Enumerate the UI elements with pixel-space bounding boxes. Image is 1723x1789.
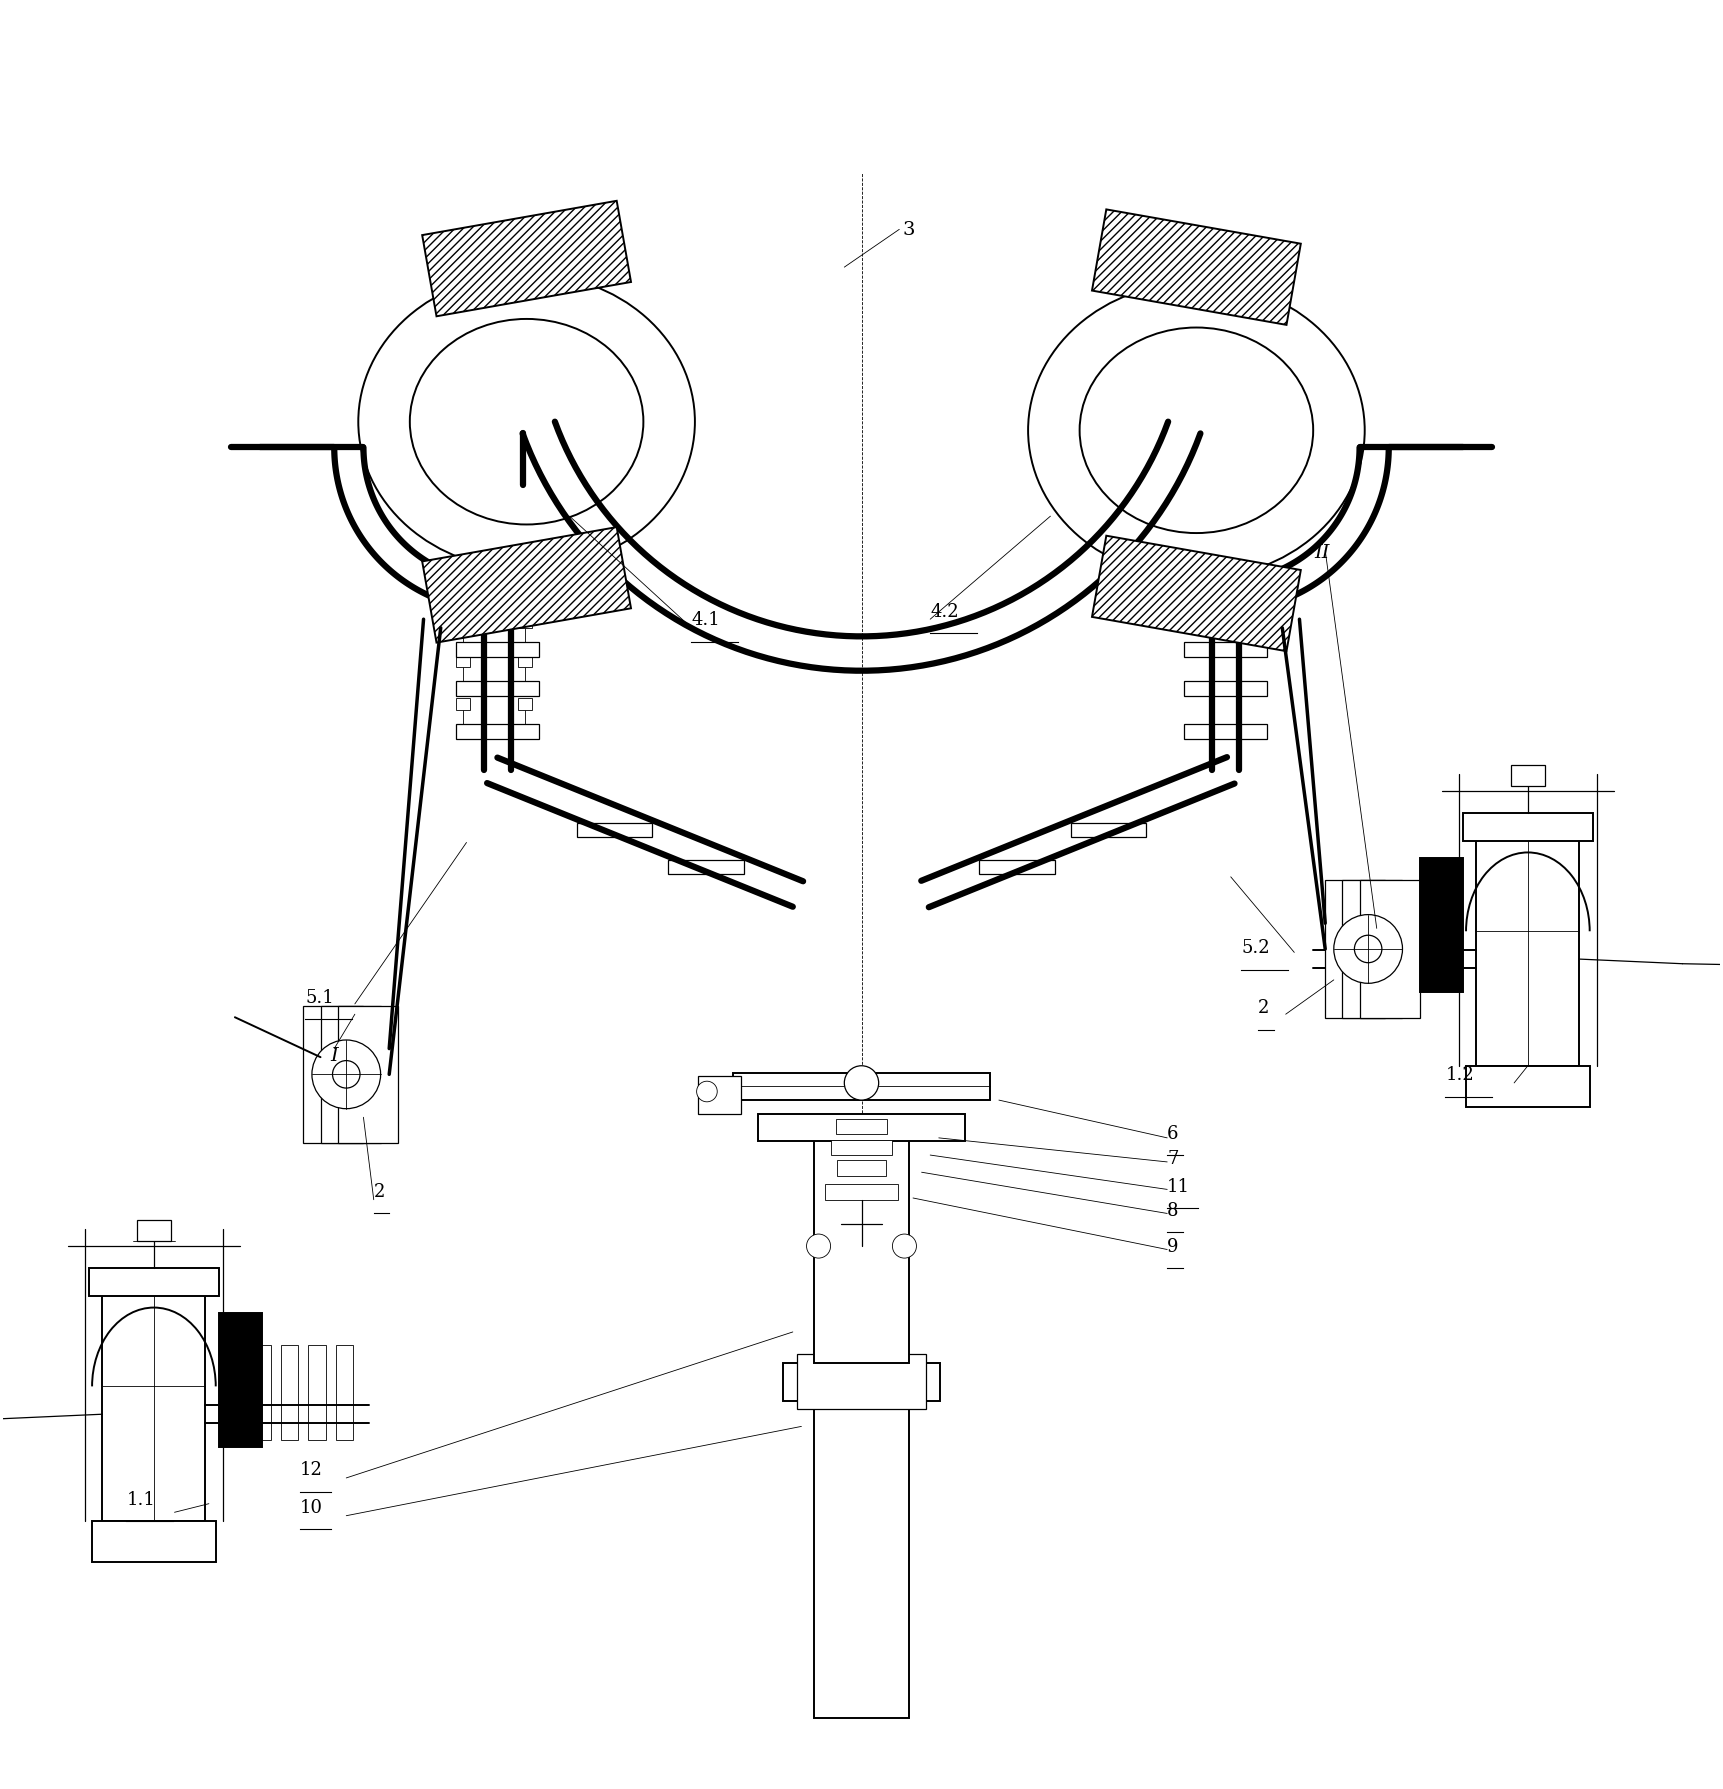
Bar bbox=[669, 861, 744, 875]
Bar bbox=[457, 682, 539, 698]
Text: 11: 11 bbox=[1166, 1177, 1191, 1195]
Bar bbox=[815, 1392, 908, 1719]
Polygon shape bbox=[422, 202, 631, 317]
Text: 5.1: 5.1 bbox=[305, 989, 334, 1007]
Bar bbox=[338, 1005, 398, 1143]
Text: 1.2: 1.2 bbox=[1446, 1066, 1475, 1084]
Bar bbox=[457, 617, 470, 628]
Bar bbox=[457, 657, 470, 667]
Polygon shape bbox=[1092, 211, 1301, 326]
Bar bbox=[1184, 682, 1266, 698]
Ellipse shape bbox=[1029, 283, 1365, 580]
Text: 7: 7 bbox=[1166, 1150, 1179, 1168]
Bar bbox=[457, 725, 539, 741]
Circle shape bbox=[696, 1082, 717, 1102]
Bar bbox=[836, 1120, 887, 1134]
Bar bbox=[1325, 880, 1385, 1018]
Bar bbox=[336, 1345, 353, 1440]
Text: 9: 9 bbox=[1166, 1238, 1179, 1256]
Circle shape bbox=[1334, 916, 1403, 984]
Bar bbox=[784, 1363, 939, 1401]
Bar bbox=[102, 1290, 205, 1521]
Circle shape bbox=[1354, 936, 1382, 962]
Bar bbox=[457, 699, 470, 710]
Ellipse shape bbox=[410, 320, 643, 526]
Bar bbox=[253, 1345, 271, 1440]
Polygon shape bbox=[422, 528, 631, 644]
Text: 10: 10 bbox=[300, 1499, 322, 1517]
Bar bbox=[798, 1354, 925, 1410]
Bar bbox=[837, 1161, 886, 1175]
Circle shape bbox=[312, 1041, 381, 1109]
Bar bbox=[303, 1005, 364, 1143]
Polygon shape bbox=[1092, 537, 1301, 651]
Bar bbox=[1439, 891, 1456, 986]
Text: 2: 2 bbox=[374, 1183, 386, 1200]
Bar bbox=[136, 1220, 171, 1242]
Circle shape bbox=[893, 1234, 917, 1258]
Bar bbox=[1511, 766, 1546, 787]
Text: 1.1: 1.1 bbox=[126, 1490, 155, 1508]
Bar bbox=[281, 1345, 298, 1440]
Text: 8: 8 bbox=[1166, 1202, 1179, 1220]
Bar bbox=[457, 642, 539, 658]
Bar bbox=[830, 1140, 893, 1156]
Bar bbox=[91, 1521, 215, 1562]
Circle shape bbox=[333, 1061, 360, 1088]
Bar bbox=[1411, 891, 1428, 986]
Bar bbox=[308, 1345, 326, 1440]
Circle shape bbox=[806, 1234, 830, 1258]
Text: 6: 6 bbox=[1166, 1123, 1179, 1141]
Text: 5.2: 5.2 bbox=[1241, 939, 1270, 957]
Text: I: I bbox=[331, 1047, 338, 1064]
Text: 2: 2 bbox=[1258, 998, 1270, 1016]
Text: 12: 12 bbox=[300, 1460, 322, 1478]
Bar bbox=[577, 823, 653, 837]
Text: 4.1: 4.1 bbox=[691, 610, 720, 630]
Bar bbox=[1463, 814, 1594, 841]
Bar bbox=[1477, 834, 1580, 1066]
Bar bbox=[519, 657, 532, 667]
Bar bbox=[1328, 891, 1346, 986]
Bar bbox=[732, 1073, 991, 1100]
Bar bbox=[758, 1115, 965, 1141]
Bar bbox=[1420, 859, 1463, 991]
Bar bbox=[519, 699, 532, 710]
Text: 3: 3 bbox=[903, 222, 915, 240]
Bar bbox=[1342, 880, 1403, 1018]
Ellipse shape bbox=[1080, 329, 1313, 533]
Bar bbox=[226, 1345, 243, 1440]
Bar bbox=[1466, 1066, 1590, 1107]
Bar bbox=[1184, 725, 1266, 741]
Circle shape bbox=[844, 1066, 879, 1100]
Bar bbox=[1070, 823, 1146, 837]
Bar bbox=[979, 861, 1054, 875]
Text: 4.2: 4.2 bbox=[930, 603, 958, 621]
Bar bbox=[1184, 642, 1266, 658]
Bar bbox=[815, 1131, 908, 1363]
Text: II: II bbox=[1315, 544, 1330, 562]
Bar bbox=[219, 1313, 262, 1447]
Bar bbox=[88, 1268, 219, 1297]
Bar bbox=[698, 1077, 741, 1115]
Bar bbox=[1356, 891, 1373, 986]
Bar bbox=[320, 1005, 381, 1143]
Bar bbox=[1384, 891, 1401, 986]
Bar bbox=[519, 617, 532, 628]
Bar bbox=[825, 1184, 898, 1200]
Ellipse shape bbox=[358, 274, 694, 571]
Bar bbox=[1359, 880, 1420, 1018]
